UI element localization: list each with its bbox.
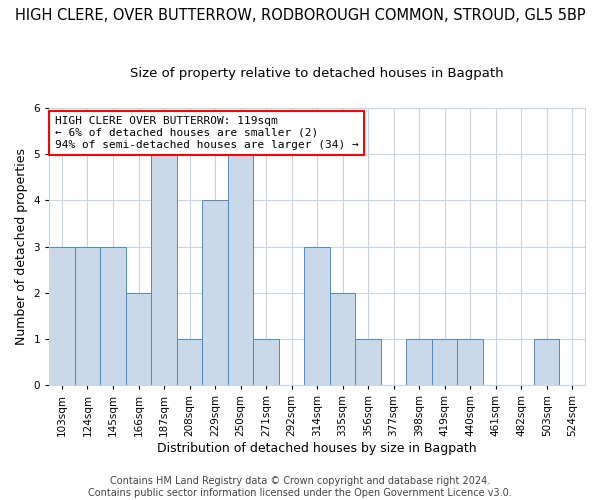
Text: HIGH CLERE OVER BUTTERROW: 119sqm
← 6% of detached houses are smaller (2)
94% of: HIGH CLERE OVER BUTTERROW: 119sqm ← 6% o… xyxy=(55,116,358,150)
X-axis label: Distribution of detached houses by size in Bagpath: Distribution of detached houses by size … xyxy=(157,442,477,455)
Bar xyxy=(100,246,126,386)
Bar xyxy=(151,154,177,386)
Text: Contains HM Land Registry data © Crown copyright and database right 2024.
Contai: Contains HM Land Registry data © Crown c… xyxy=(88,476,512,498)
Bar xyxy=(330,293,355,386)
Bar xyxy=(228,154,253,386)
Bar xyxy=(177,339,202,386)
Bar xyxy=(406,339,432,386)
Title: Size of property relative to detached houses in Bagpath: Size of property relative to detached ho… xyxy=(130,68,504,80)
Bar xyxy=(355,339,381,386)
Y-axis label: Number of detached properties: Number of detached properties xyxy=(15,148,28,345)
Bar xyxy=(75,246,100,386)
Bar xyxy=(457,339,483,386)
Bar xyxy=(202,200,228,386)
Bar xyxy=(432,339,457,386)
Bar xyxy=(126,293,151,386)
Bar xyxy=(534,339,559,386)
Bar xyxy=(49,246,75,386)
Bar xyxy=(253,339,279,386)
Text: HIGH CLERE, OVER BUTTERROW, RODBOROUGH COMMON, STROUD, GL5 5BP: HIGH CLERE, OVER BUTTERROW, RODBOROUGH C… xyxy=(14,8,586,22)
Bar xyxy=(304,246,330,386)
